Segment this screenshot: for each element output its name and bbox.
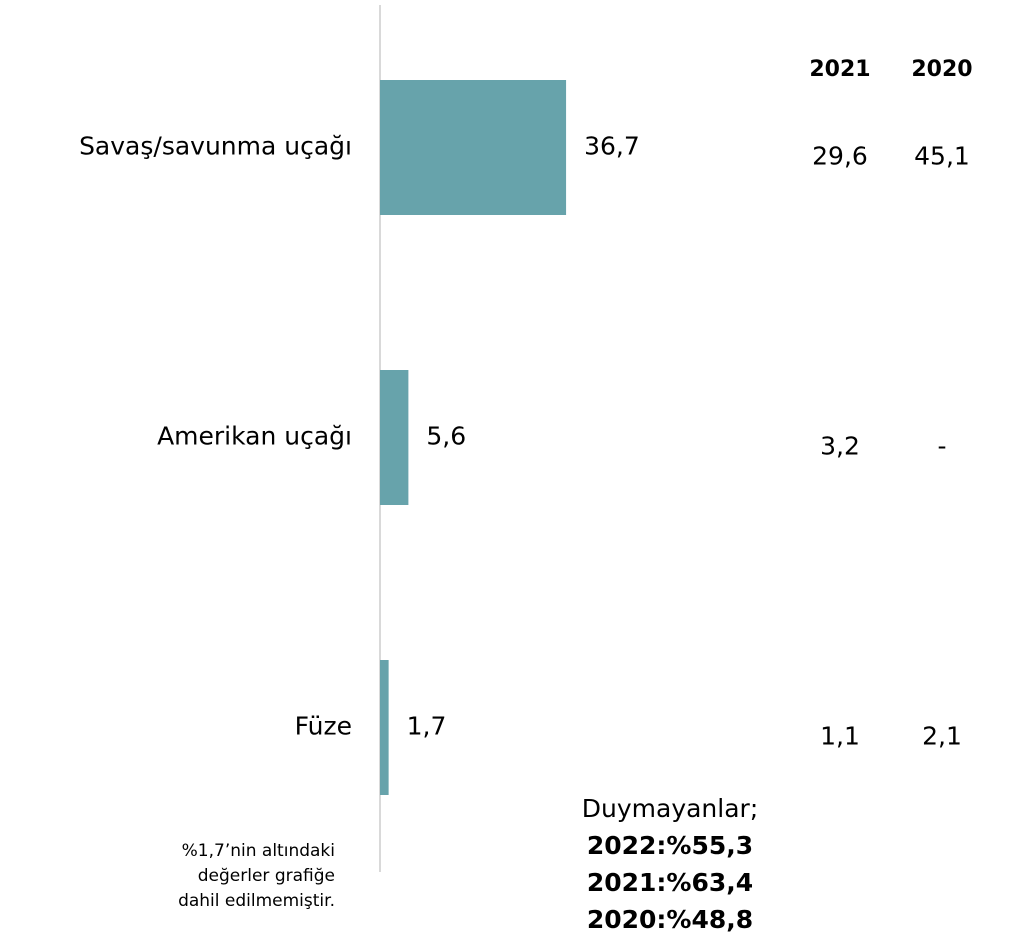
annotation-line: 2022:%55,3: [587, 831, 753, 860]
annotation-line: 2020:%48,8: [587, 905, 753, 932]
table-cell: 3,2: [820, 432, 860, 461]
footnote: dahil edilmemiştir.: [178, 891, 335, 911]
table-cell: 2,1: [922, 722, 962, 751]
bar: [380, 660, 389, 795]
column-header: 2020: [911, 57, 972, 82]
table-cell: 29,6: [812, 142, 868, 171]
value-label: 36,7: [584, 132, 640, 161]
value-label: 1,7: [407, 712, 447, 741]
table-cell: 1,1: [820, 722, 860, 751]
footnote: %1,7’nin altındaki: [182, 841, 335, 861]
bar: [380, 370, 409, 505]
value-label: 5,6: [426, 422, 466, 451]
column-header: 2021: [809, 57, 870, 82]
category-label: Savaş/savunma uçağı: [79, 132, 352, 161]
category-label: Amerikan uçağı: [157, 422, 352, 451]
annotation-line: 2021:%63,4: [587, 868, 753, 897]
table-cell: -: [937, 432, 946, 461]
category-label: Füze: [295, 712, 352, 741]
bar: [380, 80, 567, 215]
annotation-title: Duymayanlar;: [582, 794, 759, 823]
footnote: değerler grafiğe: [198, 866, 335, 886]
table-cell: 45,1: [914, 142, 970, 171]
